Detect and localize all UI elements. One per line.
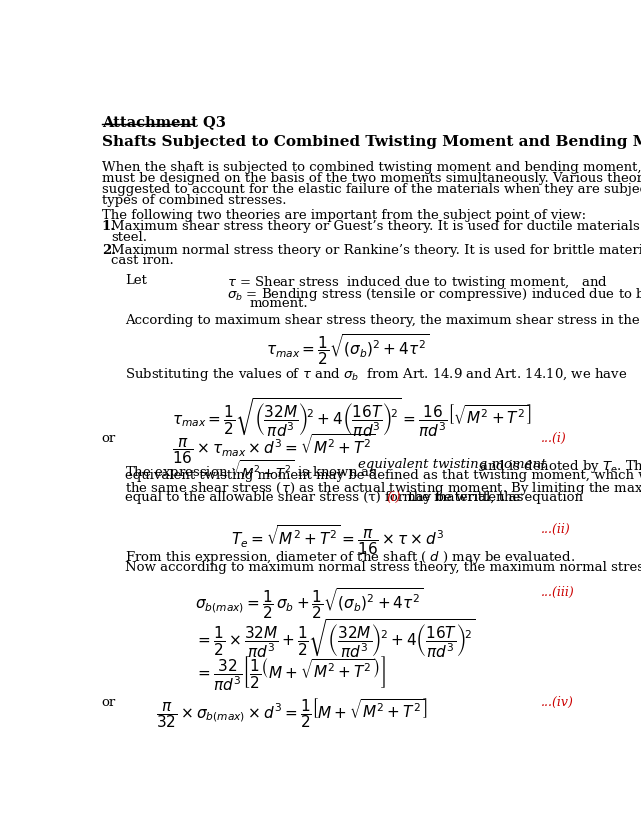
Text: When the shaft is subjected to combined twisting moment and bending moment, then: When the shaft is subjected to combined … [102,161,641,174]
Text: From this expression, diameter of the shaft ( $d$ ) may be evaluated.: From this expression, diameter of the sh… [125,549,575,565]
Text: the same shear stress ($\tau$) as the actual twisting moment. By limiting the ma: the same shear stress ($\tau$) as the ac… [125,480,641,497]
Text: Substituting the values of $\tau$ and $\sigma_b$  from Art. 14.9 and Art. 14.10,: Substituting the values of $\tau$ and $\… [125,366,628,383]
Text: ...(iii): ...(iii) [540,586,574,599]
Text: $= \dfrac{1}{2} \times \dfrac{32M}{\pi d^3} + \dfrac{1}{2}\sqrt{\left(\dfrac{32M: $= \dfrac{1}{2} \times \dfrac{32M}{\pi d… [195,617,476,660]
Text: Attachment Q3: Attachment Q3 [102,115,226,129]
Text: must be designed on the basis of the two moments simultaneously. Various theorie: must be designed on the basis of the two… [102,172,641,185]
Text: equal to the allowable shear stress (τ) for the material, the equation: equal to the allowable shear stress (τ) … [125,491,587,504]
Text: suggested to account for the elastic failure of the materials when they are subj: suggested to account for the elastic fai… [102,183,641,196]
Text: $= \dfrac{32}{\pi d^3}\left[\dfrac{1}{2}\left(M + \sqrt{M^2 + T^2}\right)\right]: $= \dfrac{32}{\pi d^3}\left[\dfrac{1}{2}… [195,654,386,693]
Text: According to maximum shear stress theory, the maximum shear stress in the shaft,: According to maximum shear stress theory… [125,314,641,327]
Text: and is denoted by $T_e$. The: and is denoted by $T_e$. The [476,458,641,476]
Text: Maximum normal stress theory or Rankine’s theory. It is used for brittle materia: Maximum normal stress theory or Rankine’… [111,243,641,256]
Text: equivalent twisting moment: equivalent twisting moment [358,458,546,471]
Text: $\tau_{max} = \dfrac{1}{2}\sqrt{(\sigma_b)^2 + 4\tau^2}$: $\tau_{max} = \dfrac{1}{2}\sqrt{(\sigma_… [266,332,429,367]
Text: types of combined stresses.: types of combined stresses. [102,193,287,207]
Text: The expression $\sqrt{M^2+T^2}$ is known as: The expression $\sqrt{M^2+T^2}$ is known… [125,458,378,482]
Text: Now according to maximum normal stress theory, the maximum normal stress in the : Now according to maximum normal stress t… [125,561,641,574]
Text: $\tau$ = Shear stress  induced due to twisting moment,   and: $\tau$ = Shear stress induced due to twi… [228,274,608,290]
Text: $\dfrac{\pi}{32} \times \sigma_{b(max)} \times d^3 = \dfrac{1}{2}\left[M + \sqrt: $\dfrac{\pi}{32} \times \sigma_{b(max)} … [156,696,428,730]
Text: $\sigma_b$ = Bending stress (tensile or compressive) induced due to bending: $\sigma_b$ = Bending stress (tensile or … [228,286,641,303]
Text: equivalent twisting moment may be defined as that twisting moment, which when ac: equivalent twisting moment may be define… [125,469,641,482]
Text: (i): (i) [387,491,401,504]
Text: cast iron.: cast iron. [111,254,174,267]
Text: ...(ii): ...(ii) [540,523,570,536]
Text: Maximum shear stress theory or Guest’s theory. It is used for ductile materials : Maximum shear stress theory or Guest’s t… [111,221,641,233]
Text: moment.: moment. [249,296,308,310]
Text: Shafts Subjected to Combined Twisting Moment and Bending Moment: Shafts Subjected to Combined Twisting Mo… [102,135,641,149]
Text: $\sigma_{b(max)} = \dfrac{1}{2}\,\sigma_b + \dfrac{1}{2}\sqrt{(\sigma_b)^2 + 4\t: $\sigma_{b(max)} = \dfrac{1}{2}\,\sigma_… [195,586,424,621]
Text: ...(iv): ...(iv) [540,696,573,710]
Text: steel.: steel. [111,232,147,244]
Text: or: or [102,432,116,445]
Text: may be written as: may be written as [399,491,524,504]
Text: $T_e = \sqrt{M^2 + T^2} = \dfrac{\pi}{16} \times \tau \times d^3$: $T_e = \sqrt{M^2 + T^2} = \dfrac{\pi}{16… [231,523,444,557]
Text: ...(i): ...(i) [540,432,566,445]
Text: $\dfrac{\pi}{16} \times \tau_{max} \times d^3 = \sqrt{M^2 + T^2}$: $\dfrac{\pi}{16} \times \tau_{max} \time… [172,432,374,466]
Text: The following two theories are important from the subject point of view:: The following two theories are important… [102,209,586,222]
Text: Let: Let [125,274,147,286]
Text: 1.: 1. [102,221,116,233]
Text: 2.: 2. [102,243,116,256]
Text: or: or [102,696,116,710]
Text: $\tau_{max} = \dfrac{1}{2}\sqrt{\left(\dfrac{32M}{\pi d^3}\right)^{\!2} + 4\left: $\tau_{max} = \dfrac{1}{2}\sqrt{\left(\d… [172,396,531,439]
